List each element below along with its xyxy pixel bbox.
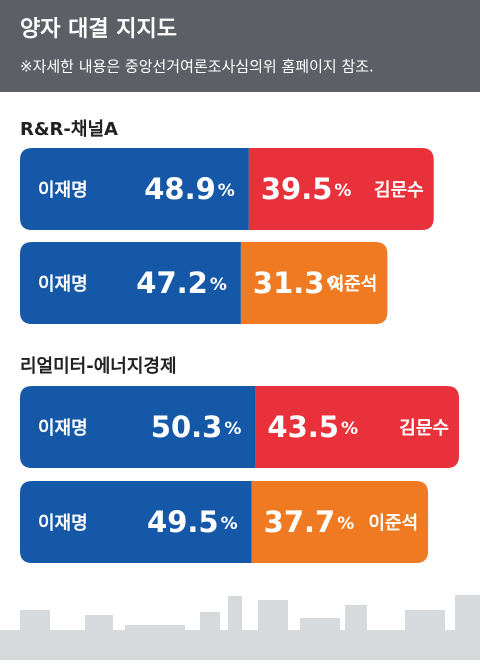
candidate-name: 이재명	[38, 418, 88, 439]
unit: %	[221, 514, 238, 534]
header-bg	[0, 0, 480, 92]
value: 39.5	[261, 172, 333, 206]
candidate-name: 이재명	[38, 274, 88, 295]
value: 43.5	[267, 410, 339, 444]
bar	[255, 386, 459, 468]
candidate-name: 김문수	[399, 418, 449, 439]
value-label: 47.2%	[136, 266, 227, 300]
bar	[20, 242, 241, 324]
bar	[251, 481, 429, 563]
value-label: 31.3%	[253, 266, 344, 300]
unit: %	[218, 181, 235, 201]
bar	[20, 148, 249, 230]
value: 37.7	[264, 505, 336, 539]
value: 31.3	[253, 266, 325, 300]
value-label: 43.5%	[267, 410, 358, 444]
candidate-name: 김문수	[374, 180, 424, 201]
unit: %	[334, 181, 351, 201]
value: 50.3	[151, 410, 223, 444]
value-label: 39.5%	[261, 172, 352, 206]
chart-title: 양자 대결 지지도	[20, 17, 177, 42]
value-label: 49.5%	[147, 505, 238, 539]
value: 48.9	[144, 172, 216, 206]
candidate-name: 이재명	[38, 180, 88, 201]
unit: %	[341, 419, 358, 439]
value-label: 37.7%	[264, 505, 355, 539]
unit: %	[326, 275, 343, 295]
bar	[248, 148, 434, 230]
group-label: 리얼미터-에너지경제	[20, 356, 177, 377]
bar	[240, 242, 388, 324]
value-label: 48.9%	[144, 172, 235, 206]
skyline	[0, 595, 480, 660]
value: 49.5	[147, 505, 219, 539]
unit: %	[337, 514, 354, 534]
candidate-name: 이준석	[328, 274, 378, 295]
value: 47.2	[136, 266, 208, 300]
value-label: 50.3%	[151, 410, 242, 444]
candidate-name: 이준석	[368, 513, 418, 534]
chart-subtitle: ※자세한 내용은 중앙선거여론조사심의위 홈페이지 참조.	[20, 58, 374, 76]
unit: %	[210, 275, 227, 295]
group-label: R&R-채널A	[20, 119, 118, 140]
bar	[20, 481, 252, 563]
candidate-name: 이재명	[38, 513, 88, 534]
bar	[20, 386, 256, 468]
unit: %	[224, 419, 241, 439]
